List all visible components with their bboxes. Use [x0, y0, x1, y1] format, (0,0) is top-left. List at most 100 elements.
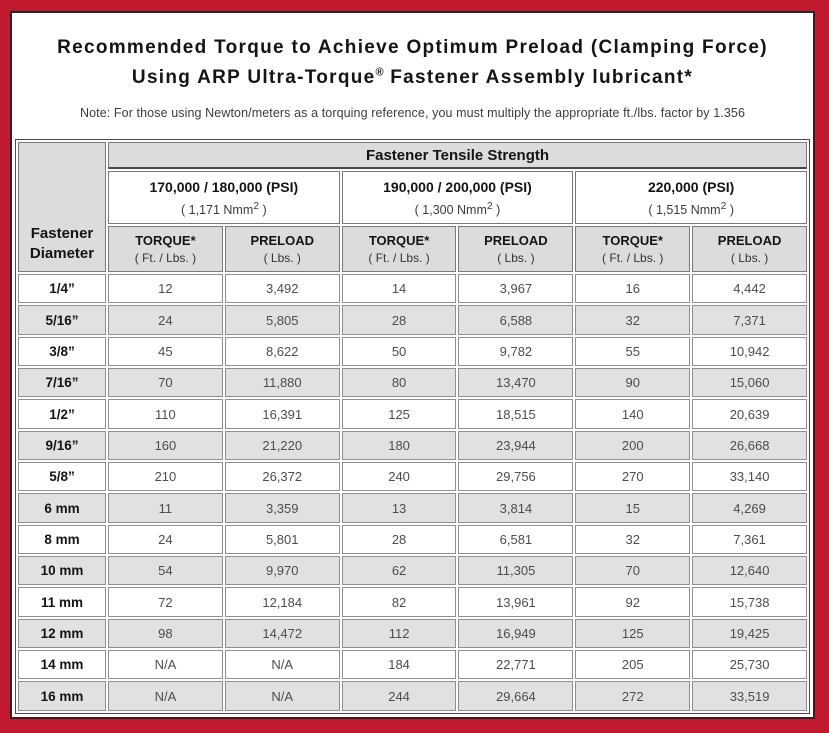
- table-row: 12 mm 98 14,472 112 16,949 125 19,425: [18, 618, 807, 649]
- value-cell: 12,184: [224, 587, 340, 617]
- value-cell: 14,472: [224, 618, 340, 649]
- torque-table-wrapper: Fastener Diameter Fastener Tensile Stren…: [15, 139, 810, 714]
- value-cell: 3,814: [458, 493, 574, 523]
- value-cell: 210: [108, 462, 223, 492]
- value-cell: 15: [575, 493, 691, 523]
- psi-group-row: 170,000 / 180,000 (PSI) ( 1,171 Nmm2 ) 1…: [18, 171, 807, 224]
- diameter-cell: 9/16”: [18, 430, 106, 461]
- diameter-cell: 14 mm: [18, 650, 106, 680]
- table-body: 1/4” 12 3,492 14 3,967 16 4,442 5/16” 24 5,805 28 6…: [18, 274, 807, 711]
- diameter-cell: 6 mm: [18, 493, 106, 523]
- diameter-cell: 8 mm: [18, 524, 106, 555]
- value-cell: 15,738: [692, 587, 807, 617]
- value-cell: 125: [575, 618, 691, 649]
- registered-mark: ®: [375, 66, 384, 79]
- value-cell: N/A: [224, 650, 340, 680]
- torque-table: Fastener Diameter Fastener Tensile Stren…: [16, 140, 809, 713]
- value-cell: N/A: [224, 681, 340, 711]
- value-cell: 26,372: [224, 462, 340, 492]
- column-header-torque-2: TORQUE*( Ft. / Lbs. ): [341, 226, 457, 272]
- value-cell: 200: [575, 430, 691, 461]
- content-sheet: Recommended Torque to Achieve Optimum Pr…: [10, 11, 815, 719]
- value-cell: 28: [341, 305, 457, 335]
- value-cell: 32: [575, 305, 691, 335]
- table-row: 11 mm 72 12,184 82 13,961 92 15,738: [18, 587, 807, 617]
- table-row: 14 mm N/A N/A 184 22,771 205 25,730: [18, 650, 807, 680]
- value-cell: 90: [575, 368, 691, 398]
- table-row: 10 mm 54 9,970 62 11,305 70 12,640: [18, 556, 807, 586]
- diameter-cell: 16 mm: [18, 681, 106, 711]
- value-cell: 5,801: [224, 524, 340, 555]
- corner-header-cell: Fastener Diameter: [18, 142, 106, 272]
- value-cell: 45: [108, 336, 223, 367]
- column-header-torque-3: TORQUE*( Ft. / Lbs. ): [575, 226, 691, 272]
- diameter-cell: 7/16”: [18, 368, 106, 398]
- value-cell: N/A: [108, 650, 223, 680]
- value-cell: 8,622: [224, 336, 340, 367]
- nmm-subtitle: ( 1,515 Nmm2 ): [648, 200, 734, 217]
- value-cell: 14: [341, 274, 457, 304]
- column-header-preload-1: PRELOAD( Lbs. ): [224, 226, 340, 272]
- column-header-preload-3: PRELOAD( Lbs. ): [692, 226, 807, 272]
- value-cell: 21,220: [224, 430, 340, 461]
- value-cell: 13,470: [458, 368, 574, 398]
- value-cell: 16,949: [458, 618, 574, 649]
- value-cell: 25,730: [692, 650, 807, 680]
- value-cell: 3,359: [224, 493, 340, 523]
- psi-group-header-3: 220,000 (PSI) ( 1,515 Nmm2 ): [575, 171, 807, 224]
- value-cell: 13,961: [458, 587, 574, 617]
- value-cell: 20,639: [692, 399, 807, 429]
- column-header-row: TORQUE*( Ft. / Lbs. ) PRELOAD( Lbs. ) TO…: [18, 226, 807, 272]
- value-cell: 7,361: [692, 524, 807, 555]
- note-text: Note: For those using Newton/meters as a…: [79, 106, 745, 120]
- value-cell: 205: [575, 650, 691, 680]
- value-cell: 12: [108, 274, 223, 304]
- table-row: 3/8” 45 8,622 50 9,782 55 10,942: [18, 336, 807, 367]
- value-cell: 9,782: [458, 336, 574, 367]
- psi-group-header-2: 190,000 / 200,000 (PSI) ( 1,300 Nmm2 ): [341, 171, 574, 224]
- table-row: 1/2” 110 16,391 125 18,515 140 20,639: [18, 399, 807, 429]
- diameter-cell: 1/4”: [18, 274, 106, 304]
- value-cell: 24: [108, 305, 223, 335]
- diameter-cell: 5/16”: [18, 305, 106, 335]
- value-cell: 80: [341, 368, 457, 398]
- value-cell: 33,140: [692, 462, 807, 492]
- value-cell: 6,581: [458, 524, 574, 555]
- value-cell: 70: [108, 368, 223, 398]
- value-cell: 82: [341, 587, 457, 617]
- value-cell: 244: [341, 681, 457, 711]
- value-cell: 24: [108, 524, 223, 555]
- column-header-torque-1: TORQUE*( Ft. / Lbs. ): [108, 226, 223, 272]
- table-row: 5/16” 24 5,805 28 6,588 32 7,371: [18, 305, 807, 335]
- table-row: 5/8” 210 26,372 240 29,756 270 33,140: [18, 462, 807, 492]
- value-cell: 55: [575, 336, 691, 367]
- diameter-cell: 5/8”: [18, 462, 106, 492]
- value-cell: 125: [341, 399, 457, 429]
- value-cell: 112: [341, 618, 457, 649]
- value-cell: 29,664: [458, 681, 574, 711]
- value-cell: 6,588: [458, 305, 574, 335]
- title-block: Recommended Torque to Achieve Optimum Pr…: [12, 13, 813, 120]
- value-cell: 5,805: [224, 305, 340, 335]
- psi-group-header-1: 170,000 / 180,000 (PSI) ( 1,171 Nmm2 ): [108, 171, 340, 224]
- tensile-strength-row: Fastener Diameter Fastener Tensile Stren…: [18, 142, 807, 272]
- diameter-cell: 10 mm: [18, 556, 106, 586]
- value-cell: 62: [341, 556, 457, 586]
- value-cell: 110: [108, 399, 223, 429]
- value-cell: 98: [108, 618, 223, 649]
- value-cell: 18,515: [458, 399, 574, 429]
- value-cell: 272: [575, 681, 691, 711]
- value-cell: 184: [341, 650, 457, 680]
- table-row: 16 mm N/A N/A 244 29,664 272 33,519: [18, 681, 807, 711]
- column-header-preload-2: PRELOAD( Lbs. ): [458, 226, 574, 272]
- table-row: 8 mm 24 5,801 28 6,581 32 7,361: [18, 524, 807, 555]
- value-cell: 16: [575, 274, 691, 304]
- value-cell: 50: [341, 336, 457, 367]
- value-cell: N/A: [108, 681, 223, 711]
- value-cell: 4,442: [692, 274, 807, 304]
- value-cell: 19,425: [692, 618, 807, 649]
- value-cell: 16,391: [224, 399, 340, 429]
- value-cell: 10,942: [692, 336, 807, 367]
- value-cell: 270: [575, 462, 691, 492]
- table-row: 9/16” 160 21,220 180 23,944 200 26,668: [18, 430, 807, 461]
